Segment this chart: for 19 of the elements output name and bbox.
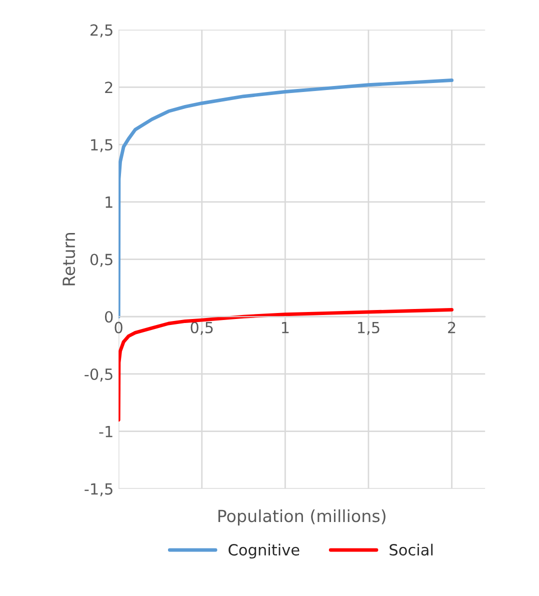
y-tick-label: 0,5 — [90, 254, 112, 267]
line-series — [118, 78, 454, 318]
legend-label: Social — [390, 544, 433, 556]
y-tick-label: 2 — [105, 82, 112, 93]
y-tick-label: 1,5 — [91, 139, 112, 152]
x-tick-label: 0 — [114, 322, 122, 334]
y-tick-label: -0,5 — [84, 368, 112, 382]
y-tick-label: 1 — [106, 196, 112, 208]
x-tick-label: 0,5 — [190, 322, 213, 335]
legend-label: Cognitive — [228, 544, 300, 559]
y-tick-label: 0 — [105, 311, 113, 323]
y-axis-title: Return — [62, 233, 76, 286]
y-tick-label: 2,5 — [90, 24, 112, 38]
y-tick-label: -1,5 — [84, 483, 112, 496]
x-tick-label: 1,5 — [358, 322, 380, 335]
x-tick-label: 1 — [282, 322, 289, 334]
y-tick-label: -1 — [99, 426, 112, 438]
x-axis-title: Population (millions) — [218, 509, 386, 526]
x-tick-label: 2 — [448, 322, 456, 334]
